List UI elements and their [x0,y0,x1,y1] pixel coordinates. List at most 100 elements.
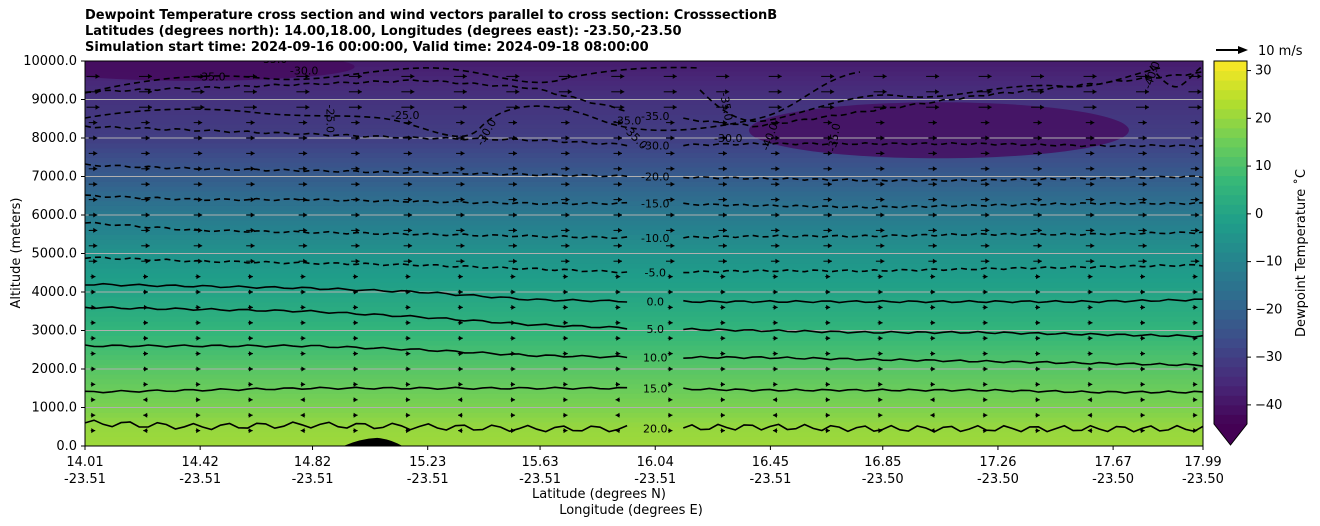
wind-vector-head [932,150,937,156]
wind-vector-head [931,304,936,310]
wind-vector [1140,381,1145,387]
field-band [85,407,1203,413]
wind-vector-head [615,412,620,418]
wind-vector [348,89,362,95]
wind-vector-head [827,243,832,249]
wind-vector-head [408,258,413,264]
wind-vector-head [200,104,205,110]
wind-vector [296,104,310,110]
colorbar-band [1214,108,1247,119]
wind-vector-head [408,197,413,203]
wind-vector [141,212,150,218]
wind-vector-head [198,227,203,233]
wind-vector [246,181,255,187]
wind-vector-head [1197,89,1202,95]
wind-vector [980,150,990,156]
wind-vector [667,335,673,341]
wind-vector-head [353,428,358,434]
wind-vector [1085,120,1095,126]
wind-vector-head [408,135,413,141]
wind-vector [1087,412,1093,418]
wind-vector [770,227,780,233]
x-tick-label-longitude: -23.50 [1182,472,1224,487]
wind-vector [720,366,726,372]
wind-vector-head [930,412,935,418]
wind-vector [351,120,360,126]
wind-vector-head [460,243,465,249]
wind-vector [926,89,940,95]
contour-line [683,327,1203,338]
wind-vector-head [1142,212,1147,218]
wind-vector-head [773,351,778,357]
wind-vector-head [511,397,516,403]
wind-vector-head [1037,243,1042,249]
wind-vector-head [932,120,937,126]
contour-line [85,71,861,138]
wind-vector-head [878,381,883,387]
wind-vector [1138,212,1147,218]
wind-vector-head [721,366,726,372]
wind-vector [982,381,988,387]
wind-vector [195,351,201,357]
wind-vector [246,243,255,249]
wind-vector-head [826,274,831,280]
wind-vector [978,73,992,79]
wind-vector-head [513,135,518,141]
x-tick-label-latitude: 16.45 [752,455,789,470]
wind-vector [718,258,727,264]
wind-vector-head [511,320,516,326]
wind-vector [508,197,518,203]
wind-vector-head [1036,320,1041,326]
wind-vector-head [983,366,988,372]
wind-vector [615,397,621,403]
wind-vector [352,351,358,357]
x-tick-label-longitude: -23.51 [749,472,791,487]
wind-vector [720,335,726,341]
wind-vector-head [618,181,623,187]
wind-vector [1033,227,1042,233]
wind-vector-head [1193,412,1198,418]
wind-vector-head [252,73,257,79]
wind-vector-head [565,197,570,203]
wind-vector-head [458,320,463,326]
wind-vector-head [143,304,148,310]
wind-vector-head [880,243,885,249]
wind-vector [348,73,362,79]
wind-vector-head [198,258,203,264]
wind-vector-head [725,104,730,110]
wind-vector-head [458,335,463,341]
wind-vector-head [773,320,778,326]
wind-vector [300,289,306,295]
wind-vector [90,335,96,341]
contour-label: -30.0 [290,64,318,77]
wind-vector-head [773,274,778,280]
wind-vector [615,366,621,372]
wind-vector [982,351,988,357]
wind-vector-head [668,412,673,418]
wind-vector-head [1092,73,1097,79]
colorbar-band [1214,299,1247,310]
wind-vector-head [616,335,621,341]
wind-vector-head [878,397,883,403]
wind-vector-head [720,381,725,387]
wind-vector [456,135,465,141]
wind-vector [1138,120,1147,126]
wind-vector [930,304,936,310]
contour-line [85,344,628,359]
wind-vector-head [1195,166,1200,172]
wind-vector-head [565,181,570,187]
wind-vector [875,227,885,233]
wind-vector-head [1037,150,1042,156]
wind-vector [877,428,883,434]
field-band [85,113,1203,120]
wind-vector [930,412,935,418]
colorbar-band [1214,204,1247,215]
wind-vector-head [565,120,570,126]
wind-vector-head [935,73,940,79]
wind-vector-head [722,258,727,264]
wind-vector [926,104,940,110]
wind-vector-head [1145,89,1150,95]
wind-vector-head [1037,227,1042,233]
field-band [85,157,1203,163]
field-band [85,104,1203,110]
